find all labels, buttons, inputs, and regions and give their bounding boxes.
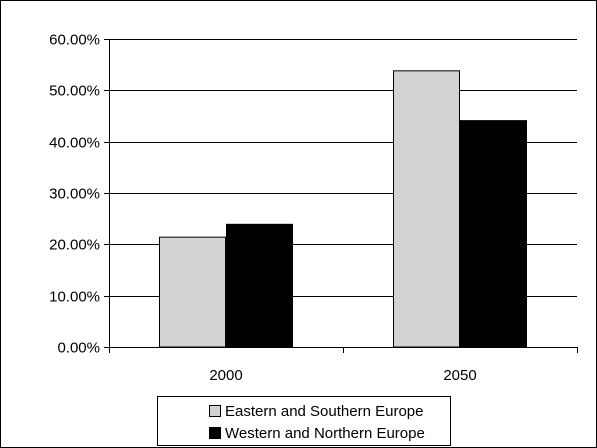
legend-swatch-western-northern: [209, 427, 221, 439]
bar-western-northern-2050: [460, 120, 527, 348]
legend: Eastern and Southern Europe Western and …: [157, 396, 451, 446]
legend-label-eastern-southern: Eastern and Southern Europe: [225, 402, 424, 420]
y-tick-label: 20.00%: [49, 237, 100, 254]
y-tick-labels: 0.00% 10.00% 20.00% 30.00% 40.00% 50.00% 60.00…: [49, 32, 109, 357]
bar-eastern-southern-2050: [393, 70, 460, 348]
y-tick-label: 40.00%: [49, 135, 100, 152]
x-tick-label: 2050: [443, 367, 476, 384]
bars: [159, 70, 527, 348]
y-tick-label: 10.00%: [49, 289, 100, 306]
bar-eastern-southern-2000: [159, 236, 226, 348]
x-tick-labels: 2000 2050: [109, 347, 578, 384]
legend-label-western-northern: Western and Northern Europe: [225, 424, 425, 442]
legend-item-eastern-southern: Eastern and Southern Europe: [209, 400, 450, 422]
y-tick-label: 30.00%: [49, 186, 100, 203]
bar-western-northern-2000: [226, 223, 293, 348]
y-tick-label: 50.00%: [49, 83, 100, 100]
y-tick-label: 60.00%: [49, 32, 100, 49]
x-tick-label: 2000: [209, 367, 242, 384]
legend-item-western-northern: Western and Northern Europe: [209, 422, 450, 444]
y-tick-label: 0.00%: [57, 340, 100, 357]
legend-swatch-eastern-southern: [209, 405, 221, 417]
